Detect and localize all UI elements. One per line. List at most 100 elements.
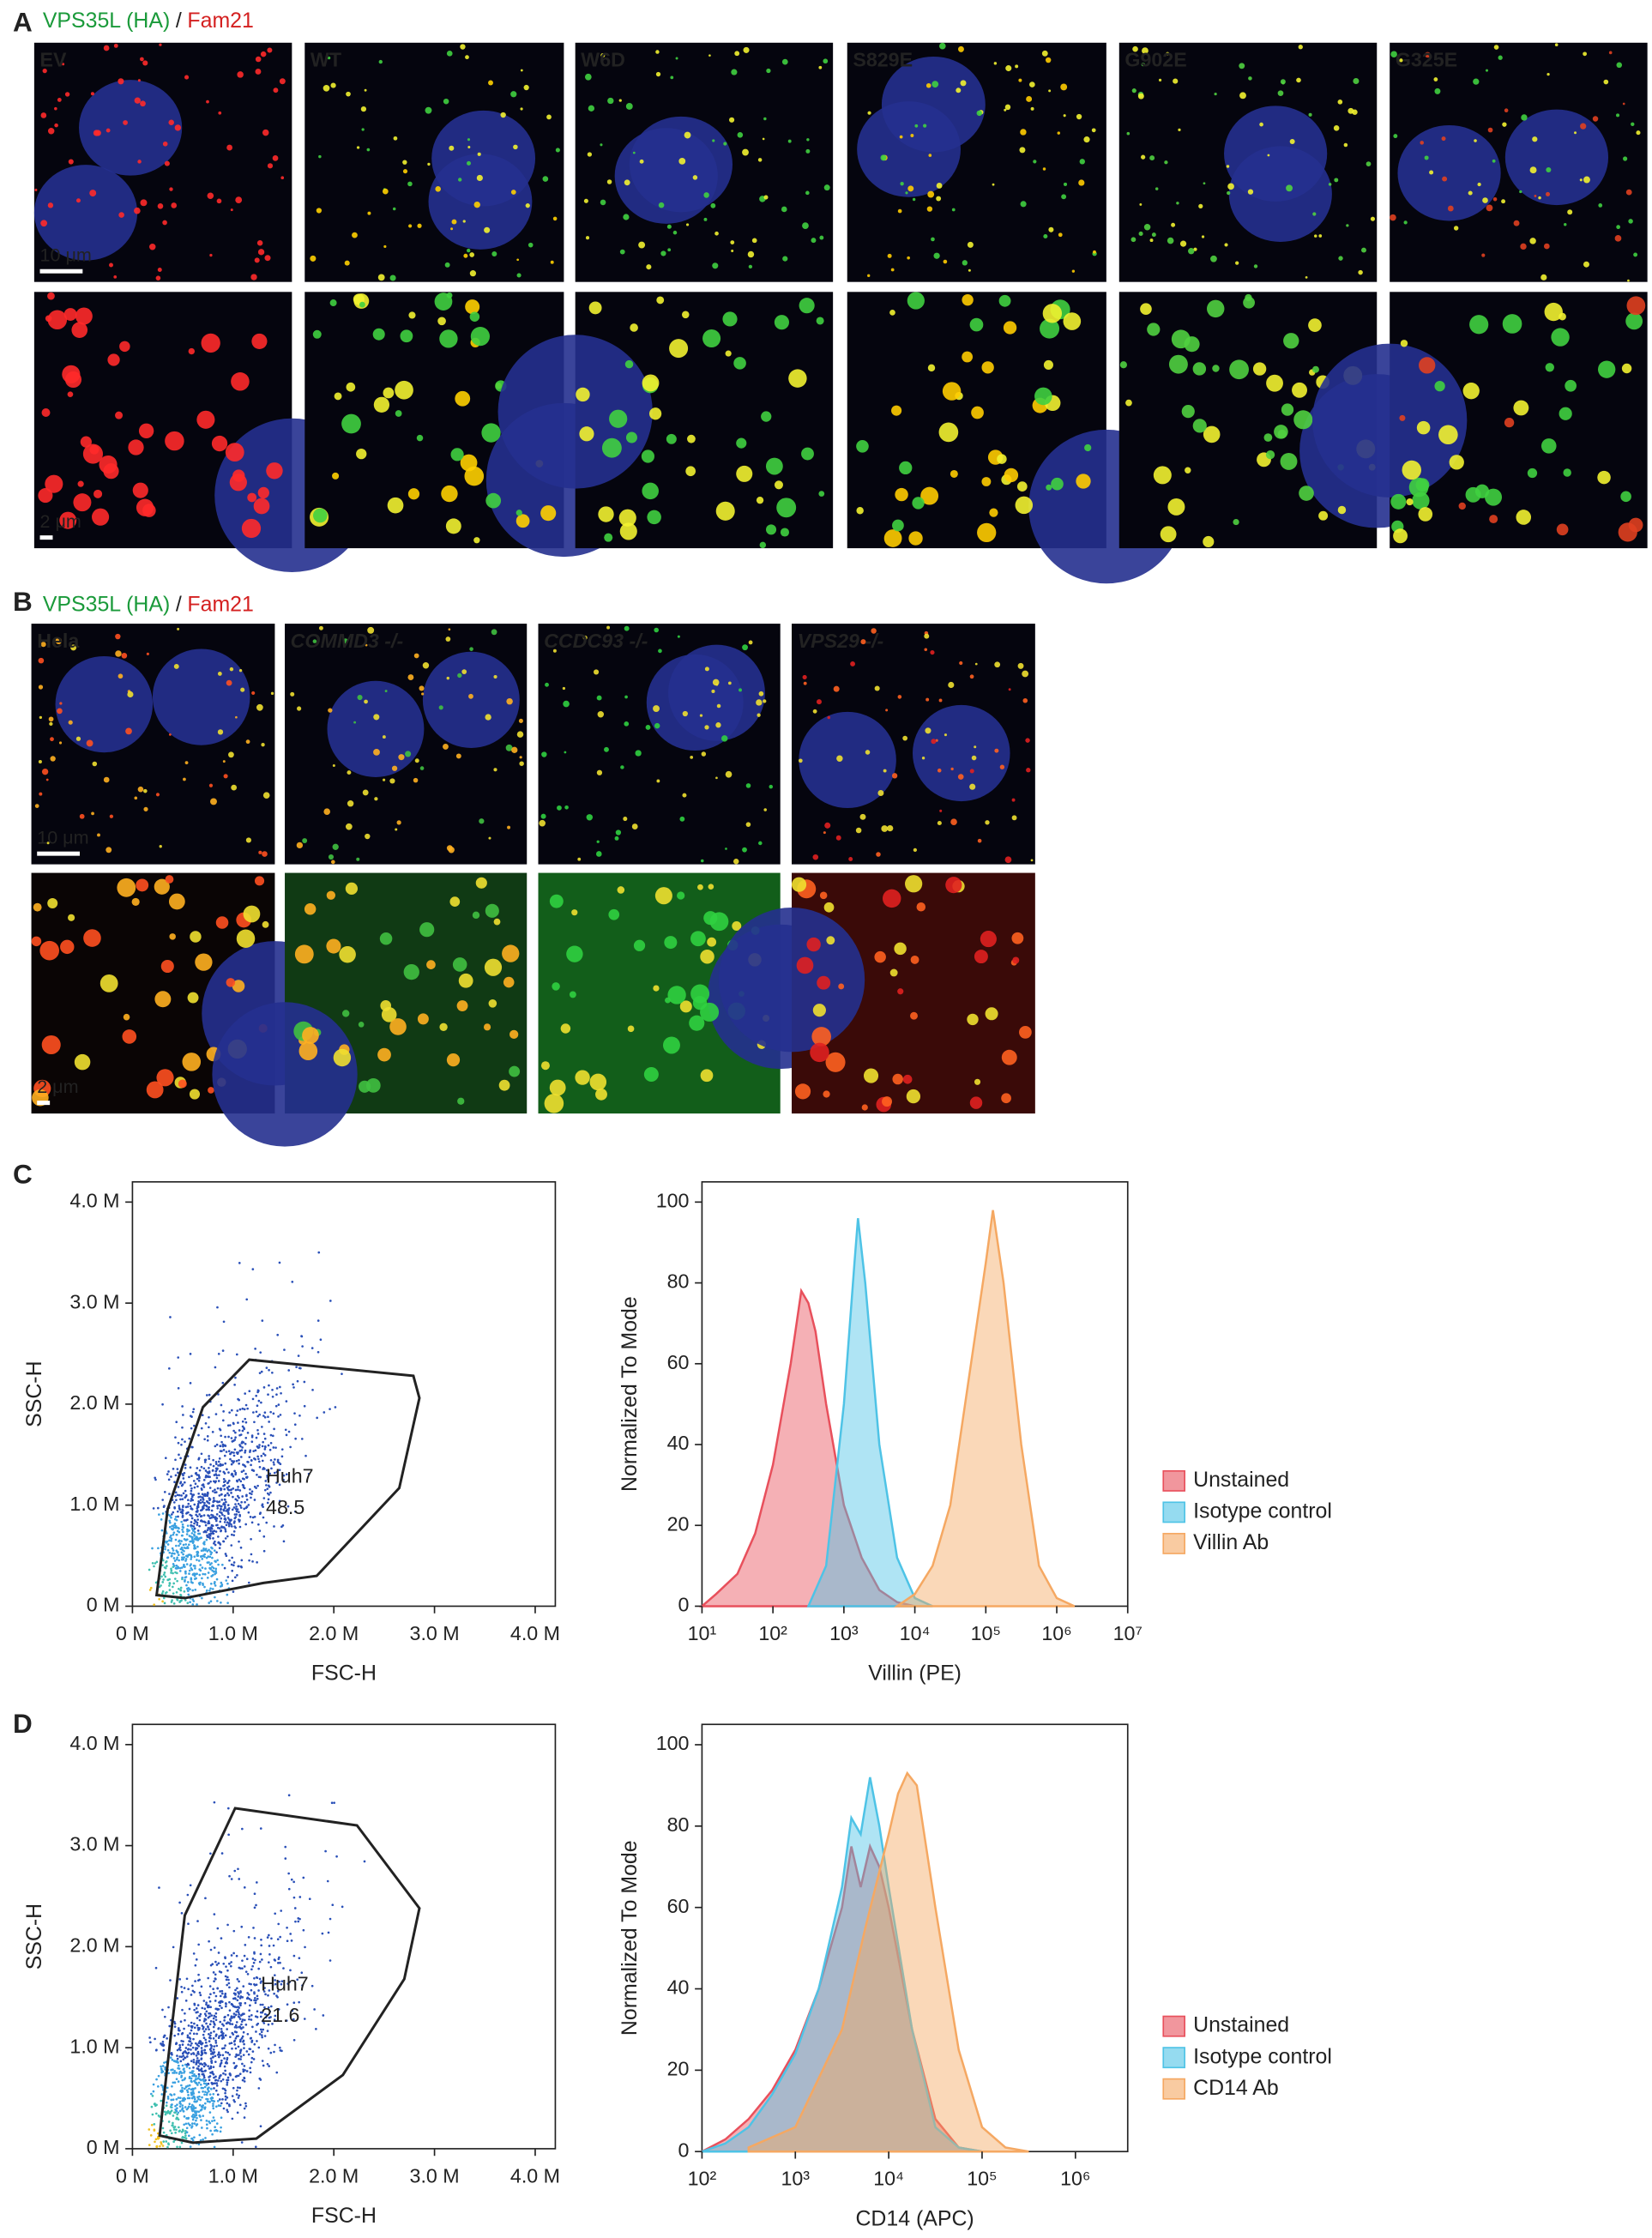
event-dot <box>206 1534 208 1537</box>
punctum <box>243 905 261 923</box>
punctum <box>985 820 990 825</box>
punctum <box>446 50 453 57</box>
event-dot <box>224 1529 227 1533</box>
event-dot <box>284 1845 287 1849</box>
event-dot <box>239 1991 242 1994</box>
event-dot <box>238 1429 241 1432</box>
event-dot <box>186 1518 189 1522</box>
punctum <box>439 329 458 348</box>
event-dot <box>219 1445 222 1448</box>
punctum <box>716 703 721 709</box>
punctum <box>1188 248 1195 255</box>
event-dot <box>211 1469 214 1472</box>
event-dot <box>219 2098 221 2101</box>
event-dot <box>236 2111 239 2114</box>
punctum <box>443 98 449 105</box>
event-dot <box>247 1504 250 1506</box>
punctum <box>769 784 774 789</box>
punctum <box>549 894 564 908</box>
punctum <box>484 226 491 233</box>
punctum <box>969 674 974 679</box>
event-dot <box>285 1473 288 1476</box>
event-dot <box>234 2066 237 2069</box>
event-dot <box>184 1493 188 1497</box>
punctum <box>700 949 714 964</box>
scale-bar-label: 2 μm <box>37 1076 78 1097</box>
plot-frame <box>131 1180 557 1608</box>
punctum <box>677 891 685 900</box>
event-dot <box>209 1480 212 1483</box>
event-dot <box>228 2009 232 2012</box>
punctum <box>823 1090 830 1098</box>
event-dot <box>214 1994 218 1998</box>
event-dot <box>191 1589 195 1592</box>
event-dot <box>183 1519 186 1522</box>
punctum <box>882 1096 892 1107</box>
event-dot <box>258 1960 262 1964</box>
event-dot <box>179 1586 183 1590</box>
event-dot <box>200 1452 203 1456</box>
event-dot <box>203 1461 207 1463</box>
punctum <box>1004 468 1019 483</box>
event-dot <box>164 1575 167 1578</box>
punctum <box>905 875 923 893</box>
event-dot <box>250 2041 253 2043</box>
punctum <box>774 315 789 330</box>
punctum <box>654 627 659 633</box>
punctum <box>1267 154 1270 157</box>
event-dot <box>185 1563 189 1565</box>
punctum <box>513 144 518 150</box>
event-dot <box>184 2056 187 2060</box>
punctum <box>445 636 451 642</box>
event-dot <box>250 1999 253 2002</box>
punctum <box>703 192 709 198</box>
event-dot <box>194 2114 197 2117</box>
event-dot <box>226 2078 228 2082</box>
event-dot <box>268 2065 271 2067</box>
punctum <box>1001 1093 1011 1104</box>
event-dot <box>192 1480 196 1482</box>
scale-bar <box>37 1101 51 1106</box>
punctum <box>1026 95 1033 102</box>
event-dot <box>191 1598 195 1601</box>
x-tick-label: 10⁵ <box>971 1622 1001 1644</box>
punctum <box>1474 139 1477 142</box>
punctum <box>255 69 262 75</box>
event-dot <box>184 1572 187 1575</box>
event-dot <box>245 2050 249 2053</box>
event-dot <box>208 1520 210 1523</box>
event-dot <box>179 1457 182 1460</box>
punctum <box>382 735 386 739</box>
event-dot <box>189 2071 192 2074</box>
event-dot <box>224 2015 226 2018</box>
event-dot <box>220 2000 224 2003</box>
event-dot <box>250 1435 254 1439</box>
event-dot <box>180 1547 183 1550</box>
event-dot <box>228 2053 232 2056</box>
punctum <box>609 409 628 428</box>
punctum <box>457 673 462 679</box>
event-dot <box>202 1572 205 1576</box>
punctum <box>824 822 831 829</box>
punctum <box>1556 523 1569 536</box>
event-dot <box>261 1504 263 1507</box>
punctum <box>598 506 614 522</box>
histogram-area <box>699 1288 915 1608</box>
punctum <box>402 160 407 165</box>
event-dot <box>262 1497 266 1499</box>
punctum <box>99 974 118 992</box>
event-dot <box>274 1458 276 1461</box>
event-dot <box>195 2011 198 2014</box>
punctum <box>969 317 984 332</box>
event-dot <box>191 1573 195 1576</box>
event-dot <box>191 2096 194 2100</box>
event-dot <box>243 2107 246 2110</box>
event-dot <box>178 1493 181 1497</box>
punctum <box>827 715 830 720</box>
event-dot <box>272 1446 275 1449</box>
event-dot <box>208 1457 211 1460</box>
punctum <box>539 819 546 827</box>
event-dot <box>255 1394 258 1397</box>
event-dot <box>262 2064 265 2067</box>
event-dot <box>170 1567 172 1571</box>
